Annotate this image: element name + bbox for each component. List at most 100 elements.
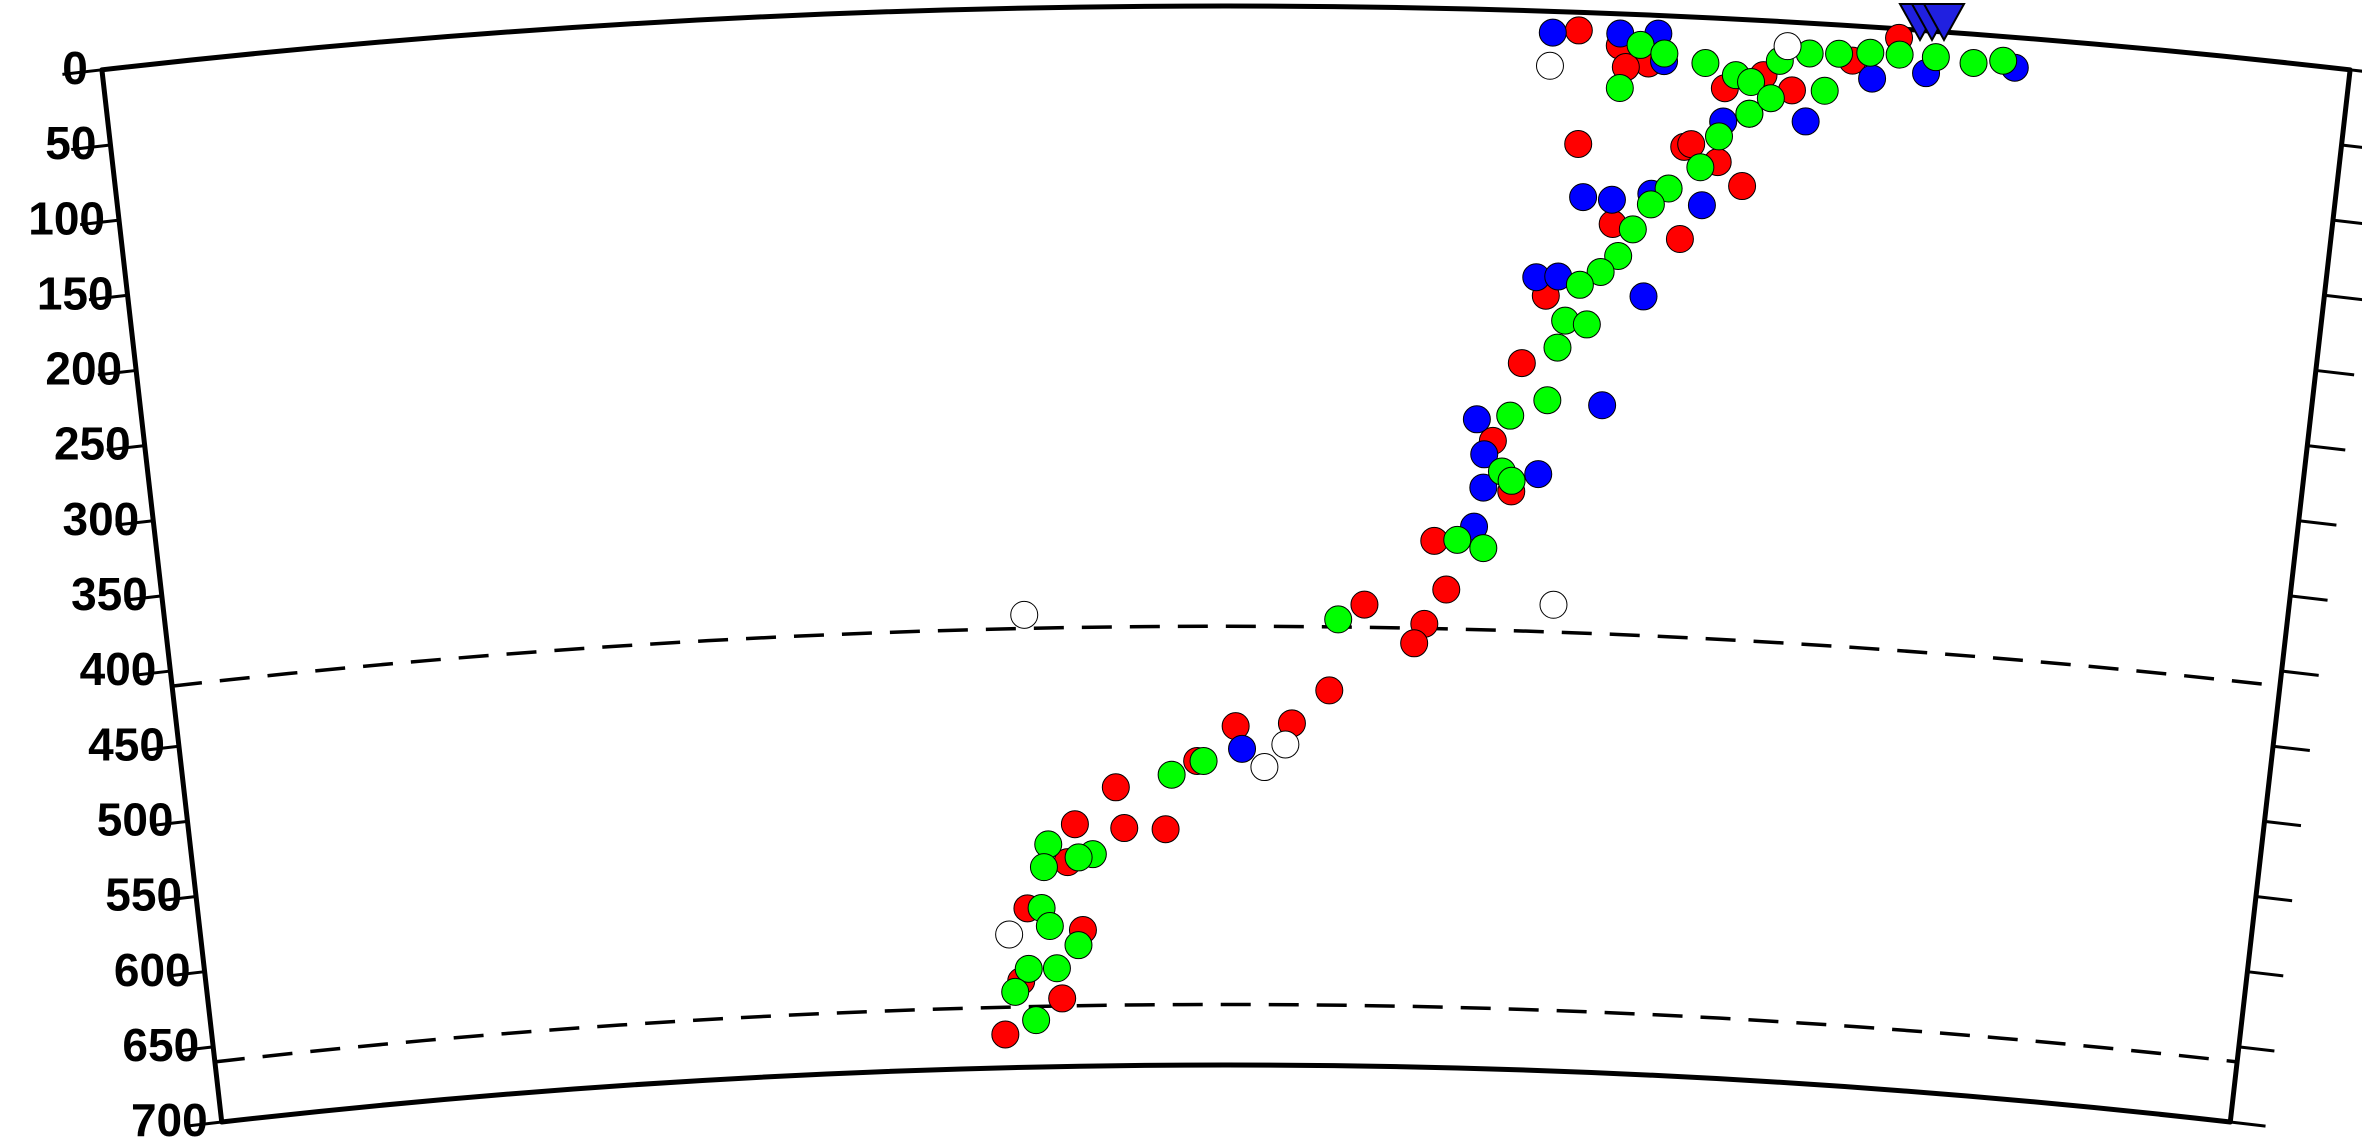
event-point: [1189, 746, 1218, 775]
event-point: [1060, 810, 1089, 839]
y-tick: [150, 819, 188, 828]
discontinuity-line: [214, 1002, 2238, 1064]
y-tick: [186, 1120, 222, 1128]
y-tick-right: [2324, 293, 2362, 302]
y-tick: [133, 669, 171, 677]
y-tick-label: 200: [45, 343, 122, 395]
event-point: [1432, 575, 1461, 604]
y-tick-right: [2315, 368, 2355, 377]
event-point: [1565, 270, 1594, 299]
y-tick: [62, 68, 103, 76]
event-point: [995, 920, 1024, 949]
event-point: [1250, 753, 1279, 782]
y-tick: [88, 293, 128, 302]
y-tick-right: [2230, 1120, 2266, 1128]
y-tick: [106, 444, 145, 452]
y-tick-label: 0: [62, 42, 88, 94]
plot-layer: 0 50 100 150 200 250 300 350 400 450 500 550 600 650 7…: [28, 3, 2362, 1146]
event-point: [1825, 39, 1854, 68]
event-point: [1042, 954, 1071, 983]
event-point: [1728, 172, 1757, 201]
y-tick-label: 300: [63, 493, 140, 545]
event-point: [1704, 122, 1733, 151]
event-point: [1110, 814, 1139, 843]
y-tick: [79, 218, 120, 227]
event-point: [1064, 843, 1093, 872]
event-point: [1856, 38, 1885, 67]
y-tick: [124, 594, 162, 602]
event-point: [1618, 215, 1647, 244]
event-point: [1626, 30, 1655, 59]
y-tick-label: 500: [97, 794, 174, 846]
event-point: [1350, 590, 1379, 619]
event-point: [1654, 174, 1683, 203]
y-tick-label: 650: [122, 1019, 199, 1071]
event-point: [1524, 460, 1553, 489]
event-point: [1959, 48, 1988, 77]
event-point: [1665, 225, 1694, 254]
y-tick-label: 550: [105, 869, 182, 921]
event-point: [1629, 282, 1658, 311]
event-point: [1588, 391, 1617, 420]
event-point: [1228, 734, 1257, 763]
event-point: [1535, 51, 1564, 80]
event-point: [1989, 46, 2018, 75]
event-point: [1605, 73, 1634, 102]
event-point: [1462, 405, 1491, 434]
y-tick: [141, 744, 180, 752]
y-tick-right: [2341, 143, 2362, 149]
event-point: [1586, 257, 1615, 286]
event-point: [1470, 440, 1499, 469]
event-point: [1737, 67, 1766, 96]
event-point: [1538, 18, 1567, 47]
event-point: [1686, 153, 1715, 182]
event-point: [1400, 629, 1429, 658]
event-point: [1496, 401, 1525, 430]
event-point: [1564, 129, 1593, 158]
y-tick-label: 350: [71, 568, 148, 620]
section-frame: [99, 3, 2353, 1125]
y-tick-right: [2247, 970, 2284, 978]
y-tick-label: 450: [88, 718, 165, 770]
event-point: [1885, 40, 1914, 69]
y-tick: [168, 970, 205, 978]
event-point: [1443, 525, 1472, 554]
event-point: [1756, 84, 1785, 113]
event-point: [1469, 534, 1498, 563]
event-point: [1048, 984, 1077, 1013]
event-point: [1773, 32, 1802, 61]
y-tick-label: 250: [54, 418, 131, 470]
event-point: [991, 1020, 1020, 1049]
discontinuity-line: [171, 624, 2281, 688]
event-point: [1469, 473, 1498, 502]
event-point: [1035, 912, 1064, 941]
y-tick-right: [2349, 68, 2362, 73]
event-point: [1921, 43, 1950, 72]
y-tick-right: [2281, 669, 2319, 677]
y-tick-label: 400: [80, 643, 157, 695]
event-point: [1533, 386, 1562, 415]
event-point: [1157, 760, 1186, 789]
event-point: [1735, 99, 1764, 128]
y-tick-label: 100: [28, 192, 105, 244]
event-point: [1791, 107, 1820, 136]
event-point: [1543, 333, 1572, 362]
event-point: [1014, 954, 1043, 983]
y-tick: [71, 143, 111, 151]
y-tick-label: 700: [131, 1094, 208, 1146]
y-tick: [177, 1045, 214, 1053]
event-point: [1604, 241, 1633, 270]
event-point: [1810, 76, 1839, 105]
event-point: [1034, 830, 1063, 859]
event-point: [1010, 600, 1039, 629]
y-tick-label: 150: [37, 267, 114, 319]
event-point: [1271, 730, 1300, 759]
event-point: [1572, 310, 1601, 339]
event-point: [1101, 773, 1130, 802]
event-point: [1022, 1006, 1051, 1035]
event-point: [1569, 183, 1598, 212]
event-point: [1539, 590, 1568, 619]
y-tick-right: [2332, 218, 2362, 225]
y-tick-right: [2307, 444, 2346, 452]
